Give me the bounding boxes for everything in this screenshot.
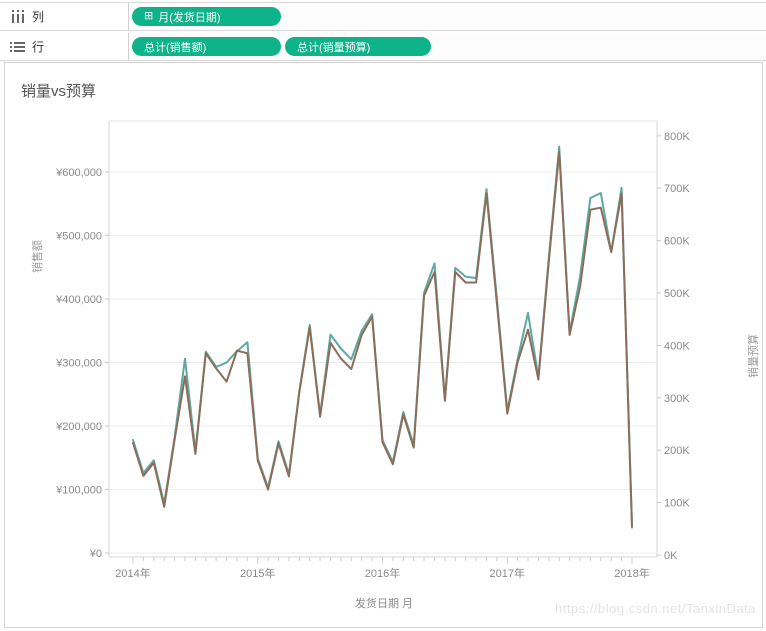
columns-shelf-label-zone: 列 xyxy=(0,3,129,30)
right-axis-tick-label: 0K xyxy=(664,550,678,562)
pill-label: 月(发货日期) xyxy=(158,11,221,24)
left-axis-tick-label: ¥300,000 xyxy=(55,358,102,370)
budget-line xyxy=(132,150,633,528)
left-axis-tick-label: ¥100,000 xyxy=(55,485,102,497)
right-axis-tick-label: 200K xyxy=(664,445,690,457)
watermark: https://blog.csdn.net/TanxinData xyxy=(554,601,756,616)
left-axis-tick-label: ¥600,000 xyxy=(55,167,102,179)
x-axis-title: 发货日期 月 xyxy=(354,598,414,610)
pill-sum-budget[interactable]: 总计(销量预算) xyxy=(285,37,431,56)
rows-icon xyxy=(10,40,26,54)
columns-shelf[interactable]: ⊞ 月(发货日期) xyxy=(129,3,766,30)
dual-axis-line-chart: ¥0 ¥100,000 ¥200,000 ¥300,000 ¥400,000 ¥500,0… xyxy=(55,120,690,580)
chart-title: 销量vs预算 xyxy=(21,83,97,100)
right-axis-tick-label: 500K xyxy=(664,288,690,300)
pill-sum-sales[interactable]: 总计(销售额) xyxy=(132,37,281,56)
expand-icon[interactable]: ⊞ xyxy=(144,10,154,22)
chart-panel: 销量vs预算 销售额 销量预算 发货日期 月 https://blog.csdn… xyxy=(4,62,763,628)
rows-shelf-label: 行 xyxy=(32,40,45,54)
x-axis-year-label: 2018年 xyxy=(614,566,649,580)
rows-shelf[interactable]: 总计(销售额) 总计(销量预算) xyxy=(129,33,766,60)
columns-shelf-row: 列 ⊞ 月(发货日期) xyxy=(0,3,766,31)
right-axis-tick-label: 400K xyxy=(664,340,690,352)
right-axis-tick-label: 700K xyxy=(664,183,690,195)
pill-label: 总计(销量预算) xyxy=(297,41,371,54)
x-axis-year-label: 2014年 xyxy=(115,566,150,580)
x-axis-year-label: 2017年 xyxy=(490,566,525,580)
rows-shelf-label-zone: 行 xyxy=(0,33,129,60)
right-axis-tick-label: 600K xyxy=(664,236,690,248)
sales-line xyxy=(132,145,633,529)
left-axis-tick-label: ¥0 xyxy=(89,548,102,560)
right-axis-tick-label: 300K xyxy=(664,393,690,405)
pill-label: 总计(销售额) xyxy=(144,41,207,54)
left-axis-tick-label: ¥500,000 xyxy=(55,231,102,243)
right-axis-tick-label: 100K xyxy=(664,498,690,510)
left-axis-tick-label: ¥400,000 xyxy=(55,294,102,306)
left-axis-tick-label: ¥200,000 xyxy=(55,421,102,433)
columns-icon xyxy=(10,9,26,24)
pill-month-ship-date[interactable]: ⊞ 月(发货日期) xyxy=(132,7,281,26)
x-axis-year-label: 2015年 xyxy=(240,566,275,580)
right-axis-tick-label: 800K xyxy=(664,131,690,143)
top-edge-divider xyxy=(0,0,766,3)
rows-shelf-row: 行 总计(销售额) 总计(销量预算) xyxy=(0,33,766,61)
x-axis-year-label: 2016年 xyxy=(365,566,400,580)
columns-shelf-label: 列 xyxy=(32,10,45,24)
